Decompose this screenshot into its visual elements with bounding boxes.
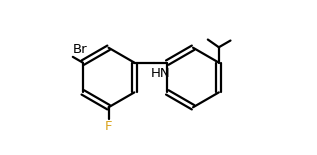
Text: Br: Br	[73, 43, 87, 56]
Text: F: F	[105, 120, 112, 133]
Text: HN: HN	[151, 67, 170, 80]
